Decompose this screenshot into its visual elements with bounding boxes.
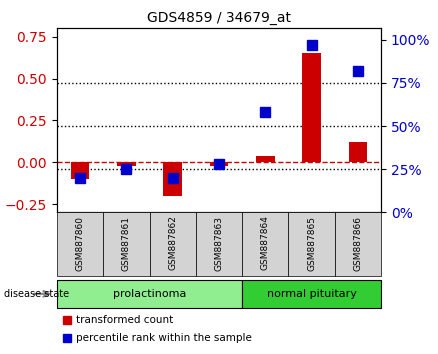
Bar bbox=[256, 155, 275, 162]
Text: GSM887865: GSM887865 bbox=[307, 216, 316, 270]
FancyBboxPatch shape bbox=[57, 212, 103, 276]
Text: normal pituitary: normal pituitary bbox=[267, 289, 357, 299]
Text: GSM887863: GSM887863 bbox=[215, 216, 223, 270]
Text: GSM887866: GSM887866 bbox=[353, 216, 362, 270]
FancyBboxPatch shape bbox=[335, 212, 381, 276]
Bar bbox=[302, 53, 321, 162]
Text: transformed count: transformed count bbox=[76, 315, 173, 325]
FancyBboxPatch shape bbox=[242, 280, 381, 308]
Bar bbox=[349, 142, 367, 162]
FancyBboxPatch shape bbox=[196, 212, 242, 276]
FancyBboxPatch shape bbox=[103, 212, 149, 276]
Text: GSM887861: GSM887861 bbox=[122, 216, 131, 270]
Bar bbox=[117, 162, 136, 166]
Bar bbox=[163, 162, 182, 196]
Text: disease state: disease state bbox=[4, 289, 70, 299]
Text: prolactinoma: prolactinoma bbox=[113, 289, 186, 299]
FancyBboxPatch shape bbox=[289, 212, 335, 276]
Bar bbox=[210, 162, 228, 166]
Text: percentile rank within the sample: percentile rank within the sample bbox=[76, 333, 252, 343]
Text: GSM887862: GSM887862 bbox=[168, 216, 177, 270]
Text: GDS4859 / 34679_at: GDS4859 / 34679_at bbox=[147, 11, 291, 25]
FancyBboxPatch shape bbox=[242, 212, 289, 276]
Text: GSM887864: GSM887864 bbox=[261, 216, 270, 270]
Text: GSM887860: GSM887860 bbox=[76, 216, 85, 270]
Bar bbox=[71, 162, 89, 179]
FancyBboxPatch shape bbox=[149, 212, 196, 276]
FancyBboxPatch shape bbox=[57, 280, 242, 308]
